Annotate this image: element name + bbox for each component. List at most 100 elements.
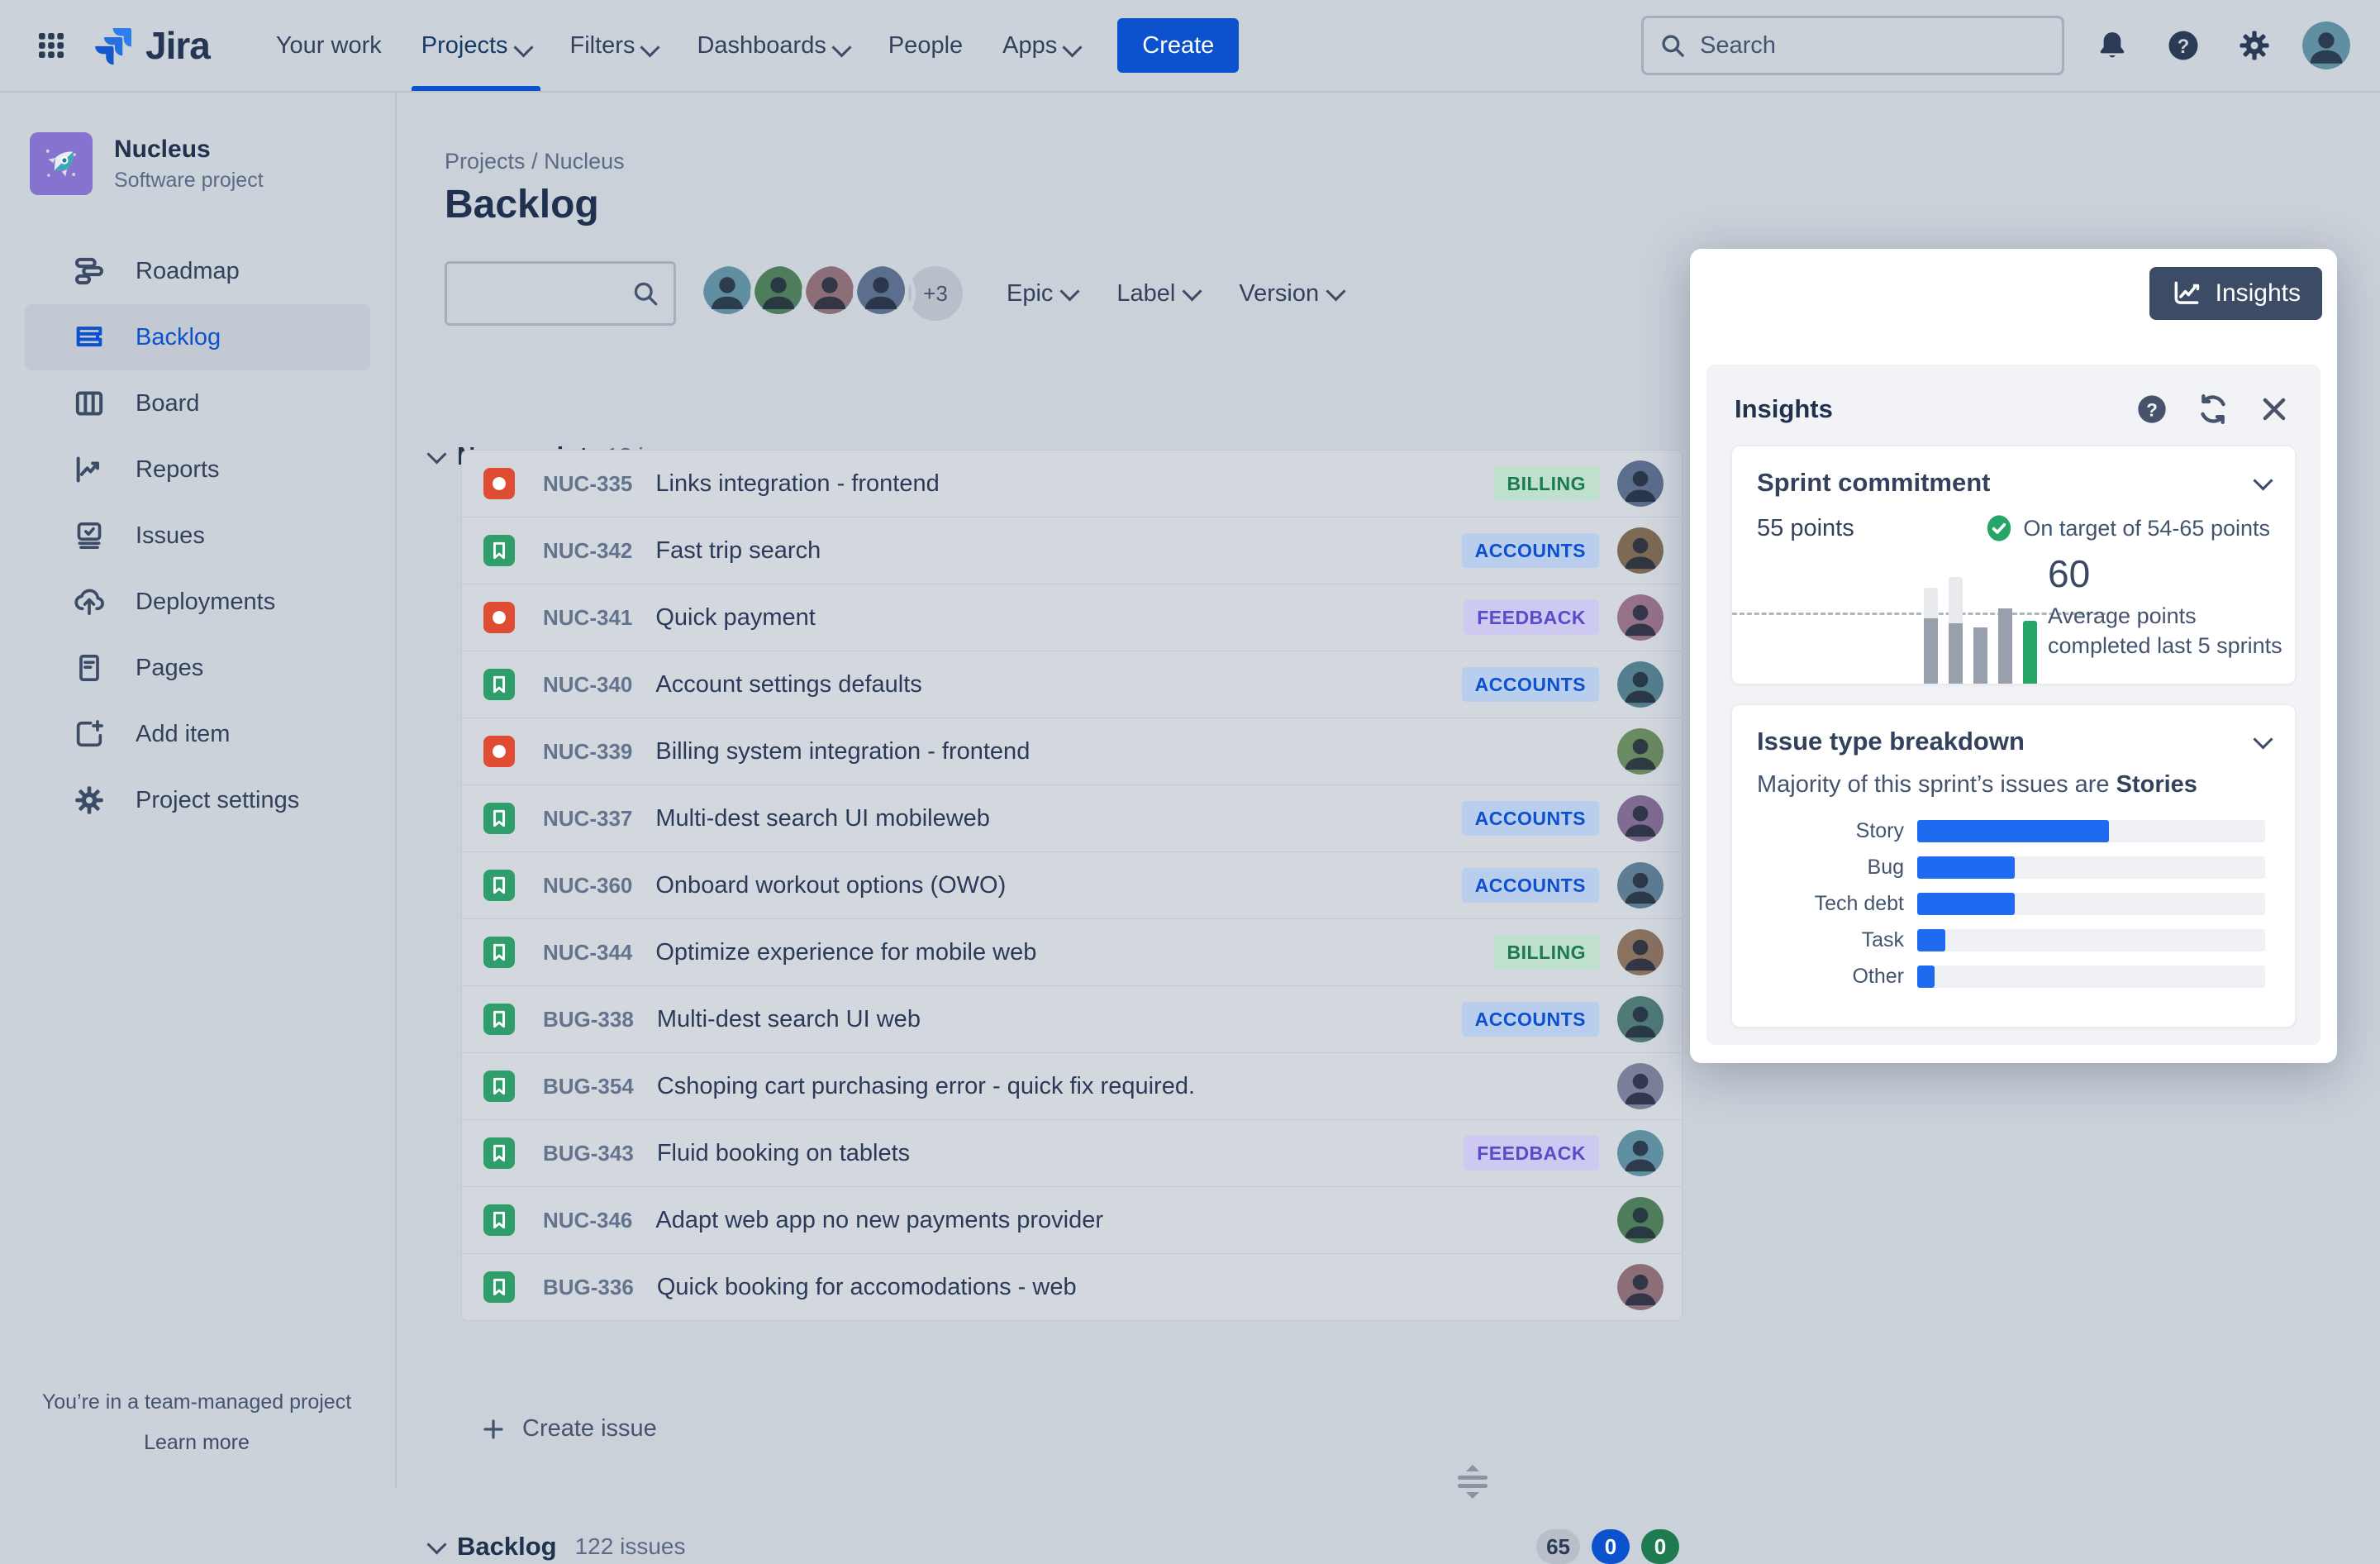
- filter-dropdown-epic[interactable]: Epic: [1007, 280, 1080, 308]
- create-button[interactable]: Create: [1117, 18, 1240, 73]
- sidebar-item-add-item[interactable]: Add item: [25, 701, 370, 767]
- assignee-avatar[interactable]: [1617, 1063, 1664, 1109]
- collapse-backlog-icon[interactable]: [426, 1533, 447, 1555]
- breadcrumb-projects[interactable]: Projects: [445, 149, 526, 174]
- create-issue-button[interactable]: Create issue: [481, 1415, 657, 1442]
- filter-dropdowns: Epic Label Version: [967, 280, 1346, 308]
- issue-summary[interactable]: Adapt web app no new payments provider: [655, 1206, 1104, 1233]
- issue-label-pill[interactable]: BILLING: [1493, 935, 1599, 970]
- sidebar-item-board[interactable]: Board: [25, 370, 370, 436]
- issue-row[interactable]: BUG-336 Quick booking for accomodations -…: [462, 1253, 1682, 1320]
- assignee-avatar[interactable]: [1617, 862, 1664, 908]
- learn-more-link[interactable]: Learn more: [144, 1431, 250, 1454]
- issue-label-pill[interactable]: ACCOUNTS: [1461, 667, 1599, 702]
- issue-row[interactable]: NUC-339 Billing system integration - fron…: [462, 718, 1682, 784]
- sidebar-item-backlog[interactable]: Backlog: [25, 304, 370, 370]
- app-switcher-icon[interactable]: [33, 27, 69, 64]
- issue-label-pill[interactable]: BILLING: [1493, 466, 1599, 501]
- issue-summary[interactable]: Cshoping cart purchasing error - quick f…: [656, 1072, 1196, 1099]
- assignee-avatar[interactable]: [1617, 527, 1664, 574]
- issue-summary[interactable]: Multi-dest search UI mobileweb: [655, 804, 990, 832]
- assignee-avatar[interactable]: [1617, 795, 1664, 842]
- issue-label-pill[interactable]: FEEDBACK: [1464, 600, 1599, 635]
- issue-summary[interactable]: Optimize experience for mobile web: [655, 938, 1037, 966]
- issue-summary[interactable]: Onboard workout options (OWO): [655, 871, 1007, 899]
- assignee-avatar[interactable]: [1617, 1130, 1664, 1176]
- sidebar-item-pages[interactable]: Pages: [25, 635, 370, 701]
- issue-row[interactable]: NUC-360 Onboard workout options (OWO) ACCO…: [462, 851, 1682, 918]
- breadcrumb-project[interactable]: Nucleus: [544, 149, 625, 174]
- issue-summary[interactable]: Quick booking for accomodations - web: [656, 1273, 1077, 1300]
- insights-toggle-button[interactable]: Insights: [2149, 267, 2322, 320]
- breakdown-bar-track: [1917, 856, 2265, 879]
- nav-item-label: Apps: [1002, 31, 1058, 59]
- collapse-card-icon[interactable]: [2253, 728, 2273, 750]
- issue-summary[interactable]: Billing system integration - frontend: [655, 737, 1031, 765]
- assignee-avatar[interactable]: [1617, 1197, 1664, 1243]
- average-points-label: Average points completed last 5 sprints: [2048, 603, 2282, 659]
- insights-refresh-icon[interactable]: [2195, 391, 2231, 427]
- collapse-sprint-icon[interactable]: [426, 443, 447, 465]
- insights-close-icon[interactable]: [2256, 391, 2292, 427]
- sidebar-item-issues[interactable]: Issues: [25, 503, 370, 569]
- sidebar-item-deployments[interactable]: Deployments: [25, 569, 370, 635]
- breakdown-row: Task: [1732, 928, 2265, 951]
- resize-handle[interactable]: [1456, 1465, 1489, 1499]
- sidebar-item-roadmap[interactable]: Roadmap: [25, 238, 370, 304]
- assignee-avatar[interactable]: [1617, 661, 1664, 708]
- sidebar-item-reports[interactable]: Reports: [25, 436, 370, 503]
- issue-key: NUC-360: [543, 872, 633, 898]
- issue-row[interactable]: BUG-354 Cshoping cart purchasing error - …: [462, 1052, 1682, 1119]
- user-avatar[interactable]: [2302, 21, 2350, 69]
- nav-item-dashboards[interactable]: Dashboards: [677, 0, 868, 91]
- assignee-avatar[interactable]: [1617, 996, 1664, 1042]
- issue-summary[interactable]: Multi-dest search UI web: [656, 1005, 921, 1032]
- nav-item-apps[interactable]: Apps: [983, 0, 1099, 91]
- collapse-card-icon[interactable]: [2253, 470, 2273, 491]
- global-search-input[interactable]: [1698, 31, 2047, 60]
- help-icon[interactable]: ?: [2160, 22, 2206, 69]
- sidebar-item-project-settings[interactable]: Project settings: [25, 767, 370, 833]
- issue-row[interactable]: BUG-343 Fluid booking on tablets FEEDBACK: [462, 1119, 1682, 1186]
- avatar[interactable]: [853, 262, 916, 325]
- insights-help-icon[interactable]: ?: [2134, 391, 2170, 427]
- jira-logo[interactable]: Jira: [91, 22, 211, 69]
- notifications-icon[interactable]: [2089, 22, 2135, 69]
- issue-row[interactable]: BUG-338 Multi-dest search UI web ACCOUNTS: [462, 985, 1682, 1052]
- issue-label-pill[interactable]: ACCOUNTS: [1461, 801, 1599, 836]
- nav-item-filters[interactable]: Filters: [550, 0, 678, 91]
- issue-summary[interactable]: Account settings defaults: [655, 670, 922, 698]
- assignee-avatar[interactable]: [1617, 460, 1664, 507]
- issue-row[interactable]: NUC-342 Fast trip search ACCOUNTS: [462, 517, 1682, 584]
- issue-row[interactable]: NUC-340 Account settings defaults ACCOUNTS: [462, 651, 1682, 718]
- nav-item-projects[interactable]: Projects: [402, 0, 550, 91]
- settings-icon[interactable]: [2231, 22, 2278, 69]
- issue-label-pill[interactable]: ACCOUNTS: [1461, 868, 1599, 903]
- backlog-section-name[interactable]: Backlog: [457, 1532, 557, 1561]
- filter-dropdown-version[interactable]: Version: [1239, 280, 1346, 308]
- nav-item-people[interactable]: People: [869, 0, 983, 91]
- issue-row[interactable]: NUC-346 Adapt web app no new payments pro…: [462, 1186, 1682, 1253]
- nav-item-your-work[interactable]: Your work: [256, 0, 402, 91]
- issue-label-pill[interactable]: ACCOUNTS: [1461, 1002, 1599, 1037]
- assignee-avatar[interactable]: [1617, 594, 1664, 641]
- backlog-search-field[interactable]: [445, 261, 676, 326]
- global-search[interactable]: [1641, 16, 2064, 75]
- assignee-avatar[interactable]: [1617, 929, 1664, 975]
- issue-row[interactable]: NUC-344 Optimize experience for mobile we…: [462, 918, 1682, 985]
- issue-row[interactable]: NUC-337 Multi-dest search UI mobileweb ACC…: [462, 784, 1682, 851]
- assignee-avatar[interactable]: [1617, 1264, 1664, 1310]
- issue-summary[interactable]: Fluid booking on tablets: [656, 1139, 911, 1166]
- issue-label-pill[interactable]: FEEDBACK: [1464, 1136, 1599, 1171]
- issue-label-pill[interactable]: ACCOUNTS: [1461, 533, 1599, 568]
- issue-row[interactable]: NUC-335 Links integration - frontend BILLI…: [462, 451, 1682, 517]
- assignee-avatar[interactable]: [1617, 728, 1664, 775]
- avatar[interactable]: [802, 262, 864, 325]
- issue-summary[interactable]: Fast trip search: [655, 536, 821, 564]
- issue-row[interactable]: NUC-341 Quick payment FEEDBACK: [462, 584, 1682, 651]
- issue-summary[interactable]: Links integration - frontend: [655, 470, 940, 497]
- filter-dropdown-label[interactable]: Label: [1116, 280, 1202, 308]
- issue-key: NUC-339: [543, 738, 633, 764]
- project-header[interactable]: Nucleus Software project: [30, 132, 395, 195]
- issue-summary[interactable]: Quick payment: [655, 603, 816, 631]
